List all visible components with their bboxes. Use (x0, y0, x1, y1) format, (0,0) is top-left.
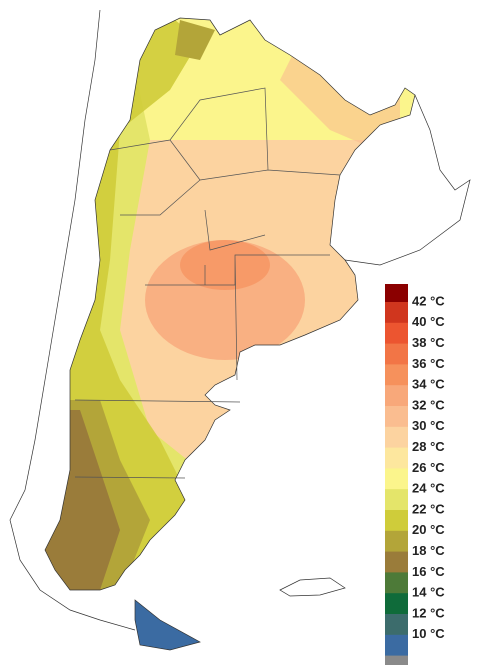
legend-swatch (385, 655, 408, 670)
argentina-outline (44, 17, 416, 651)
legend-label: 14 °C (412, 585, 445, 600)
legend-label: 32 °C (412, 397, 445, 412)
legend-label: 28 °C (412, 439, 445, 454)
legend-swatch (385, 614, 408, 636)
legend-label: 20 °C (412, 522, 445, 537)
legend-swatch (385, 468, 408, 490)
chile-coast (9, 9, 136, 631)
legend: 42 °C 40 °C 38 °C 36 °C 34 °C 32 °C 30 °C 28 °C… (385, 284, 445, 670)
legend-swatch (385, 510, 408, 532)
province-borders (74, 87, 341, 479)
legend-swatch (385, 530, 408, 553)
legend-label: 10 °C (412, 626, 445, 641)
legend-swatch (385, 426, 408, 449)
legend-swatch (385, 364, 408, 386)
legend-swatch (385, 385, 408, 407)
legend-swatch (385, 551, 408, 573)
legend-label: 40 °C (412, 314, 445, 329)
legend-swatch (385, 489, 408, 511)
legend-label: 16 °C (412, 564, 445, 579)
legend-label: 18 °C (412, 543, 445, 558)
legend-label: 12 °C (412, 605, 445, 620)
legend-swatch (385, 322, 408, 345)
legend-swatch (385, 593, 408, 615)
legend-swatch (385, 284, 408, 303)
legend-label: 30 °C (412, 418, 445, 433)
legend-label: 26 °C (412, 460, 445, 475)
legend-label: 38 °C (412, 335, 445, 350)
legend-label: 42 °C (412, 293, 445, 308)
legend-label: 24 °C (412, 481, 445, 496)
legend-swatch (385, 343, 408, 365)
legend-label: 34 °C (412, 377, 445, 392)
legend-swatch (385, 447, 408, 469)
neighbour-border (344, 94, 471, 266)
legend-label: 22 °C (412, 501, 445, 516)
legend-label: 36 °C (412, 356, 445, 371)
legend-swatch (385, 302, 408, 324)
legend-swatch (385, 634, 408, 657)
legend-swatch (385, 572, 408, 594)
legend-swatch (385, 406, 408, 428)
malvinas (279, 577, 346, 597)
